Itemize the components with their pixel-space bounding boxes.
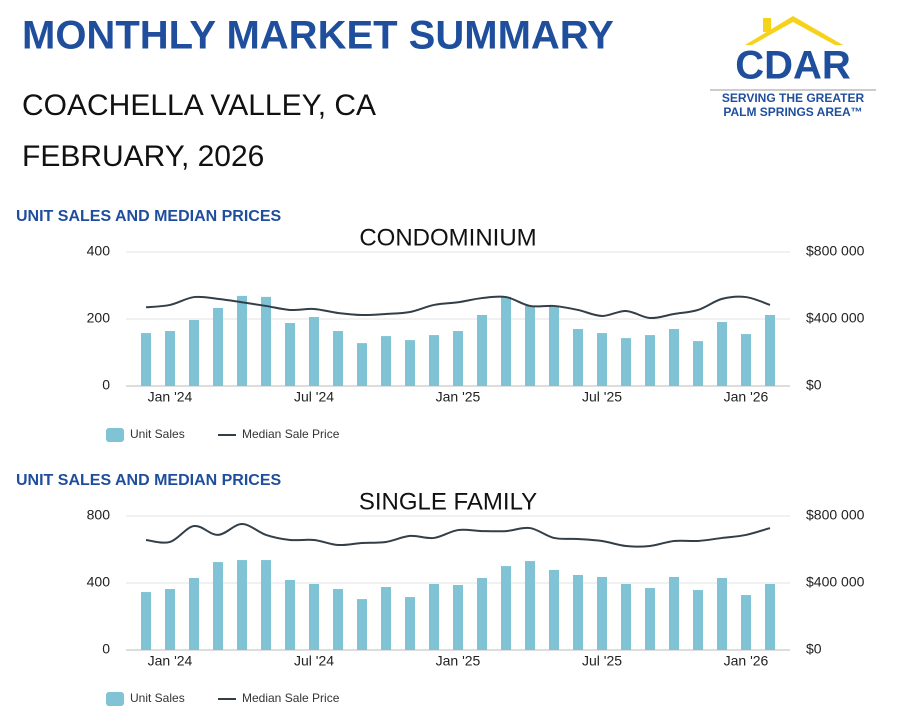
price-line bbox=[145, 523, 771, 548]
bar bbox=[285, 323, 295, 386]
y2-tick-label: $800 000 bbox=[806, 243, 865, 259]
y2-tick-label: $400 000 bbox=[806, 574, 865, 590]
y-tick-label: 400 bbox=[87, 243, 111, 259]
bar bbox=[693, 590, 703, 650]
page-title: MONTHLY MARKET SUMMARY bbox=[22, 14, 614, 58]
bar bbox=[765, 584, 775, 650]
bar bbox=[453, 331, 463, 386]
bar bbox=[477, 314, 487, 386]
bar bbox=[765, 314, 775, 386]
bar bbox=[141, 333, 151, 386]
bar bbox=[549, 305, 559, 386]
bar bbox=[309, 316, 319, 386]
bar bbox=[597, 333, 607, 386]
bar bbox=[213, 562, 223, 650]
logo: CDAR SERVING THE GREATER PALM SPRINGS AR… bbox=[710, 16, 876, 119]
bar bbox=[237, 560, 247, 650]
bar bbox=[501, 296, 511, 386]
bar bbox=[669, 576, 679, 650]
y2-tick-label: $0 bbox=[806, 377, 822, 393]
price-line bbox=[145, 295, 771, 320]
bar bbox=[621, 338, 631, 386]
bar bbox=[669, 329, 679, 386]
logo-name: CDAR bbox=[735, 44, 851, 88]
bar bbox=[597, 576, 607, 650]
bar bbox=[429, 584, 439, 650]
bar bbox=[189, 577, 199, 650]
x-tick-label: Jul '25 bbox=[582, 389, 622, 405]
period: FEBRUARY, 2026 bbox=[22, 140, 264, 173]
bar bbox=[573, 329, 583, 386]
chart-subtitle: UNIT SALES AND MEDIAN PRICES bbox=[16, 208, 282, 225]
y2-tick-label: $800 000 bbox=[806, 507, 865, 523]
bar bbox=[213, 307, 223, 386]
bar bbox=[189, 320, 199, 386]
x-tick-label: Jul '25 bbox=[582, 653, 622, 669]
legend-label: Unit Sales bbox=[130, 691, 185, 705]
legend-label: Unit Sales bbox=[130, 427, 185, 441]
bar bbox=[309, 584, 319, 650]
bar bbox=[525, 561, 535, 650]
y-tick-label: 0 bbox=[102, 641, 110, 657]
y-tick-label: 0 bbox=[102, 377, 110, 393]
logo-line: SERVING THE GREATER bbox=[722, 91, 865, 105]
bar bbox=[717, 322, 727, 386]
bar bbox=[141, 592, 151, 650]
legend-swatch bbox=[106, 428, 124, 442]
bar bbox=[645, 588, 655, 650]
y-tick-label: 800 bbox=[87, 507, 111, 523]
bar bbox=[165, 589, 175, 650]
bar bbox=[501, 566, 511, 650]
bar bbox=[237, 295, 247, 386]
bar bbox=[477, 577, 487, 650]
bar bbox=[333, 589, 343, 650]
y-tick-label: 200 bbox=[87, 310, 111, 326]
bar bbox=[405, 340, 415, 386]
bar bbox=[357, 599, 367, 650]
legend-label: Median Sale Price bbox=[242, 427, 340, 441]
y2-tick-label: $0 bbox=[806, 641, 822, 657]
x-tick-label: Jul '24 bbox=[294, 389, 334, 405]
x-tick-label: Jan '24 bbox=[148, 389, 193, 405]
chart-subtitle: UNIT SALES AND MEDIAN PRICES bbox=[16, 472, 282, 489]
bar bbox=[573, 574, 583, 650]
legend-swatch bbox=[106, 692, 124, 706]
bar bbox=[381, 587, 391, 650]
x-tick-label: Jul '24 bbox=[294, 653, 334, 669]
bar bbox=[429, 335, 439, 386]
legend-label: Median Sale Price bbox=[242, 691, 340, 705]
chart-title: CONDOMINIUM bbox=[359, 224, 536, 251]
bar bbox=[549, 569, 559, 650]
logo-roof bbox=[745, 16, 843, 45]
region: COACHELLA VALLEY, CA bbox=[22, 89, 376, 122]
bar bbox=[333, 331, 343, 386]
x-tick-label: Jan '25 bbox=[436, 389, 481, 405]
bar bbox=[357, 343, 367, 386]
logo-line: PALM SPRINGS AREA™ bbox=[723, 105, 862, 119]
x-tick-label: Jan '26 bbox=[724, 389, 769, 405]
y-tick-label: 400 bbox=[87, 574, 111, 590]
bar bbox=[741, 595, 751, 650]
bar bbox=[285, 579, 295, 650]
bar bbox=[693, 341, 703, 386]
bar bbox=[525, 305, 535, 386]
bar bbox=[621, 584, 631, 650]
x-tick-label: Jan '25 bbox=[436, 653, 481, 669]
bar bbox=[453, 585, 463, 650]
bar bbox=[405, 597, 415, 650]
bar bbox=[645, 335, 655, 386]
bar bbox=[717, 577, 727, 650]
logo-chimney bbox=[763, 18, 771, 32]
bar bbox=[261, 560, 271, 650]
bar bbox=[165, 331, 175, 386]
chart-title: SINGLE FAMILY bbox=[359, 488, 537, 515]
bar bbox=[261, 296, 271, 386]
x-tick-label: Jan '26 bbox=[724, 653, 769, 669]
bar bbox=[741, 334, 751, 386]
y2-tick-label: $400 000 bbox=[806, 310, 865, 326]
x-tick-label: Jan '24 bbox=[148, 653, 193, 669]
bar bbox=[381, 336, 391, 386]
